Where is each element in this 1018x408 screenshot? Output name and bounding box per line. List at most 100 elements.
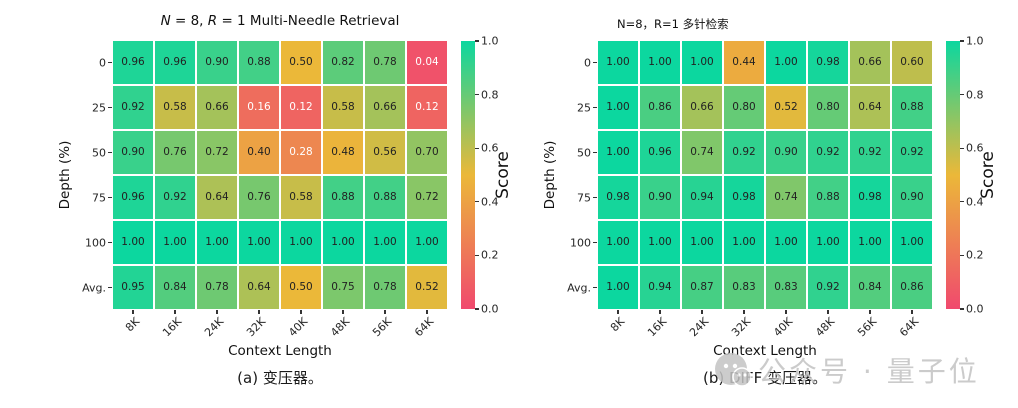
- heatmap-cell: 0.88: [808, 176, 848, 219]
- heatmap-cell: 0.52: [407, 266, 447, 309]
- colorbar-tick-label: 0.0: [966, 302, 984, 316]
- tick-mark: [108, 106, 112, 109]
- y-tick-label: 75: [577, 191, 591, 204]
- colorbar-tick-label: 0.8: [966, 88, 984, 102]
- heatmap-cell: 0.58: [281, 176, 321, 219]
- heatmap-cell: 1.00: [281, 221, 321, 264]
- x-tick-label: 56K: [369, 315, 395, 340]
- heatmap-cell: 1.00: [598, 86, 638, 129]
- heatmap-cell: 0.80: [808, 86, 848, 129]
- heatmap-cell: 0.98: [850, 176, 890, 219]
- tick-mark: [475, 201, 479, 203]
- heatmap-cell: 1.00: [682, 221, 722, 264]
- x-tick-label: 40K: [770, 315, 796, 340]
- heatmap-cell: 0.66: [197, 86, 237, 129]
- tick-mark: [108, 196, 112, 199]
- heatmap-cell: 0.50: [281, 41, 321, 84]
- heatmap-cell: 1.00: [323, 221, 363, 264]
- heatmap-cell: 0.92: [808, 131, 848, 174]
- heatmap-cell: 0.64: [850, 86, 890, 129]
- heatmap-cell: 0.75: [323, 266, 363, 309]
- x-tick-label: 8K: [607, 315, 628, 335]
- y-tick-label: 75: [92, 191, 106, 204]
- tick-mark: [593, 241, 597, 244]
- title-text: = 8,: [170, 13, 208, 29]
- tick-mark: [701, 310, 703, 314]
- x-tick-label: 16K: [644, 315, 670, 340]
- tick-mark: [342, 310, 344, 314]
- tick-mark: [785, 310, 787, 314]
- colorbar-tick-label: 0.4: [966, 195, 984, 209]
- heatmap-cell: 0.86: [892, 266, 932, 309]
- heatmap-cell: 0.87: [682, 266, 722, 309]
- colorbar-tick-label: 0.6: [966, 141, 984, 155]
- heatmap-cell: 0.58: [155, 86, 195, 129]
- tick-mark: [960, 40, 964, 42]
- y-tick-label: Avg.: [567, 281, 591, 294]
- y-tick-label: 50: [92, 146, 106, 159]
- heatmap-cell: 0.92: [850, 131, 890, 174]
- heatmap-cell: 0.64: [239, 266, 279, 309]
- tick-mark: [593, 106, 597, 109]
- y-tick-label: Avg.: [82, 281, 106, 294]
- heatmap-cell: 0.64: [197, 176, 237, 219]
- heatmap-cell: 1.00: [724, 221, 764, 264]
- x-tick-label: 64K: [411, 315, 437, 340]
- panel-diff-transformer: N=8，R=1 多针检索 Depth (%) 1.00 1.00 1.00 0.44 1…: [485, 0, 1018, 408]
- heatmap-cell: 0.90: [892, 176, 932, 219]
- heatmap-cell: 1.00: [766, 221, 806, 264]
- heatmap-cell: 1.00: [640, 41, 680, 84]
- tick-mark: [869, 310, 871, 314]
- y-axis-label: Depth (%): [57, 140, 73, 210]
- x-tick-label: 24K: [686, 315, 712, 340]
- colorbar-tick-label: 0.4: [481, 195, 499, 209]
- tick-mark: [593, 151, 597, 154]
- heatmap-grid: 1.00 1.00 1.00 0.44 1.00 0.98 0.66 0.60 1.00 0.86…: [598, 41, 932, 309]
- colorbar-tick-label: 1.0: [966, 34, 984, 48]
- tick-mark: [475, 94, 479, 96]
- tick-mark: [743, 310, 745, 314]
- x-axis-label: Context Length: [713, 343, 817, 359]
- heatmap-cell: 0.84: [155, 266, 195, 309]
- heatmap-cell: 0.83: [724, 266, 764, 309]
- y-axis-label: Depth (%): [542, 140, 558, 210]
- heatmap-cell: 0.66: [365, 86, 405, 129]
- heatmap-cell: 0.70: [407, 131, 447, 174]
- tick-mark: [960, 201, 964, 203]
- x-tick-label: 64K: [896, 315, 922, 340]
- y-tick-label: 50: [577, 146, 591, 159]
- x-tick-label: 48K: [812, 315, 838, 340]
- title-text: = 1 Multi-Needle Retrieval: [217, 13, 400, 29]
- heatmap-cell: 1.00: [113, 221, 153, 264]
- colorbar-label: Score: [978, 151, 998, 199]
- tick-mark: [911, 310, 913, 314]
- heatmap-cell: 0.96: [640, 131, 680, 174]
- tick-mark: [132, 310, 134, 314]
- x-tick-label: 40K: [285, 315, 311, 340]
- colorbar: [946, 41, 960, 309]
- heatmap-cell: 0.96: [113, 176, 153, 219]
- heatmap-cell: 0.72: [197, 131, 237, 174]
- title-var-n: N: [160, 13, 171, 29]
- tick-mark: [216, 310, 218, 314]
- heatmap-cell: 0.94: [640, 266, 680, 309]
- heatmap-cell: 0.74: [682, 131, 722, 174]
- heatmap-cell: 0.76: [239, 176, 279, 219]
- colorbar: [461, 41, 475, 309]
- tick-mark: [258, 310, 260, 314]
- panel-transformer: N = 8, R = 1 Multi-Needle Retrieval Dept…: [57, 13, 513, 387]
- heatmap-grid: 0.96 0.96 0.90 0.88 0.50 0.82 0.78 0.04 0.92 0.58…: [113, 41, 447, 309]
- heatmap-cell: 1.00: [598, 221, 638, 264]
- colorbar-tick-label: 0.8: [481, 88, 499, 102]
- heatmap-cell: 1.00: [892, 221, 932, 264]
- heatmap-cell: 0.90: [113, 131, 153, 174]
- heatmap-cell: 0.92: [808, 266, 848, 309]
- heatmap-cell: 0.44: [724, 41, 764, 84]
- heatmap-cell: 0.92: [113, 86, 153, 129]
- heatmap-cell: 0.92: [892, 131, 932, 174]
- y-tick-label: 100: [570, 236, 591, 249]
- title-var-r: R: [207, 13, 218, 29]
- tick-mark: [960, 308, 964, 310]
- tick-mark: [108, 286, 112, 289]
